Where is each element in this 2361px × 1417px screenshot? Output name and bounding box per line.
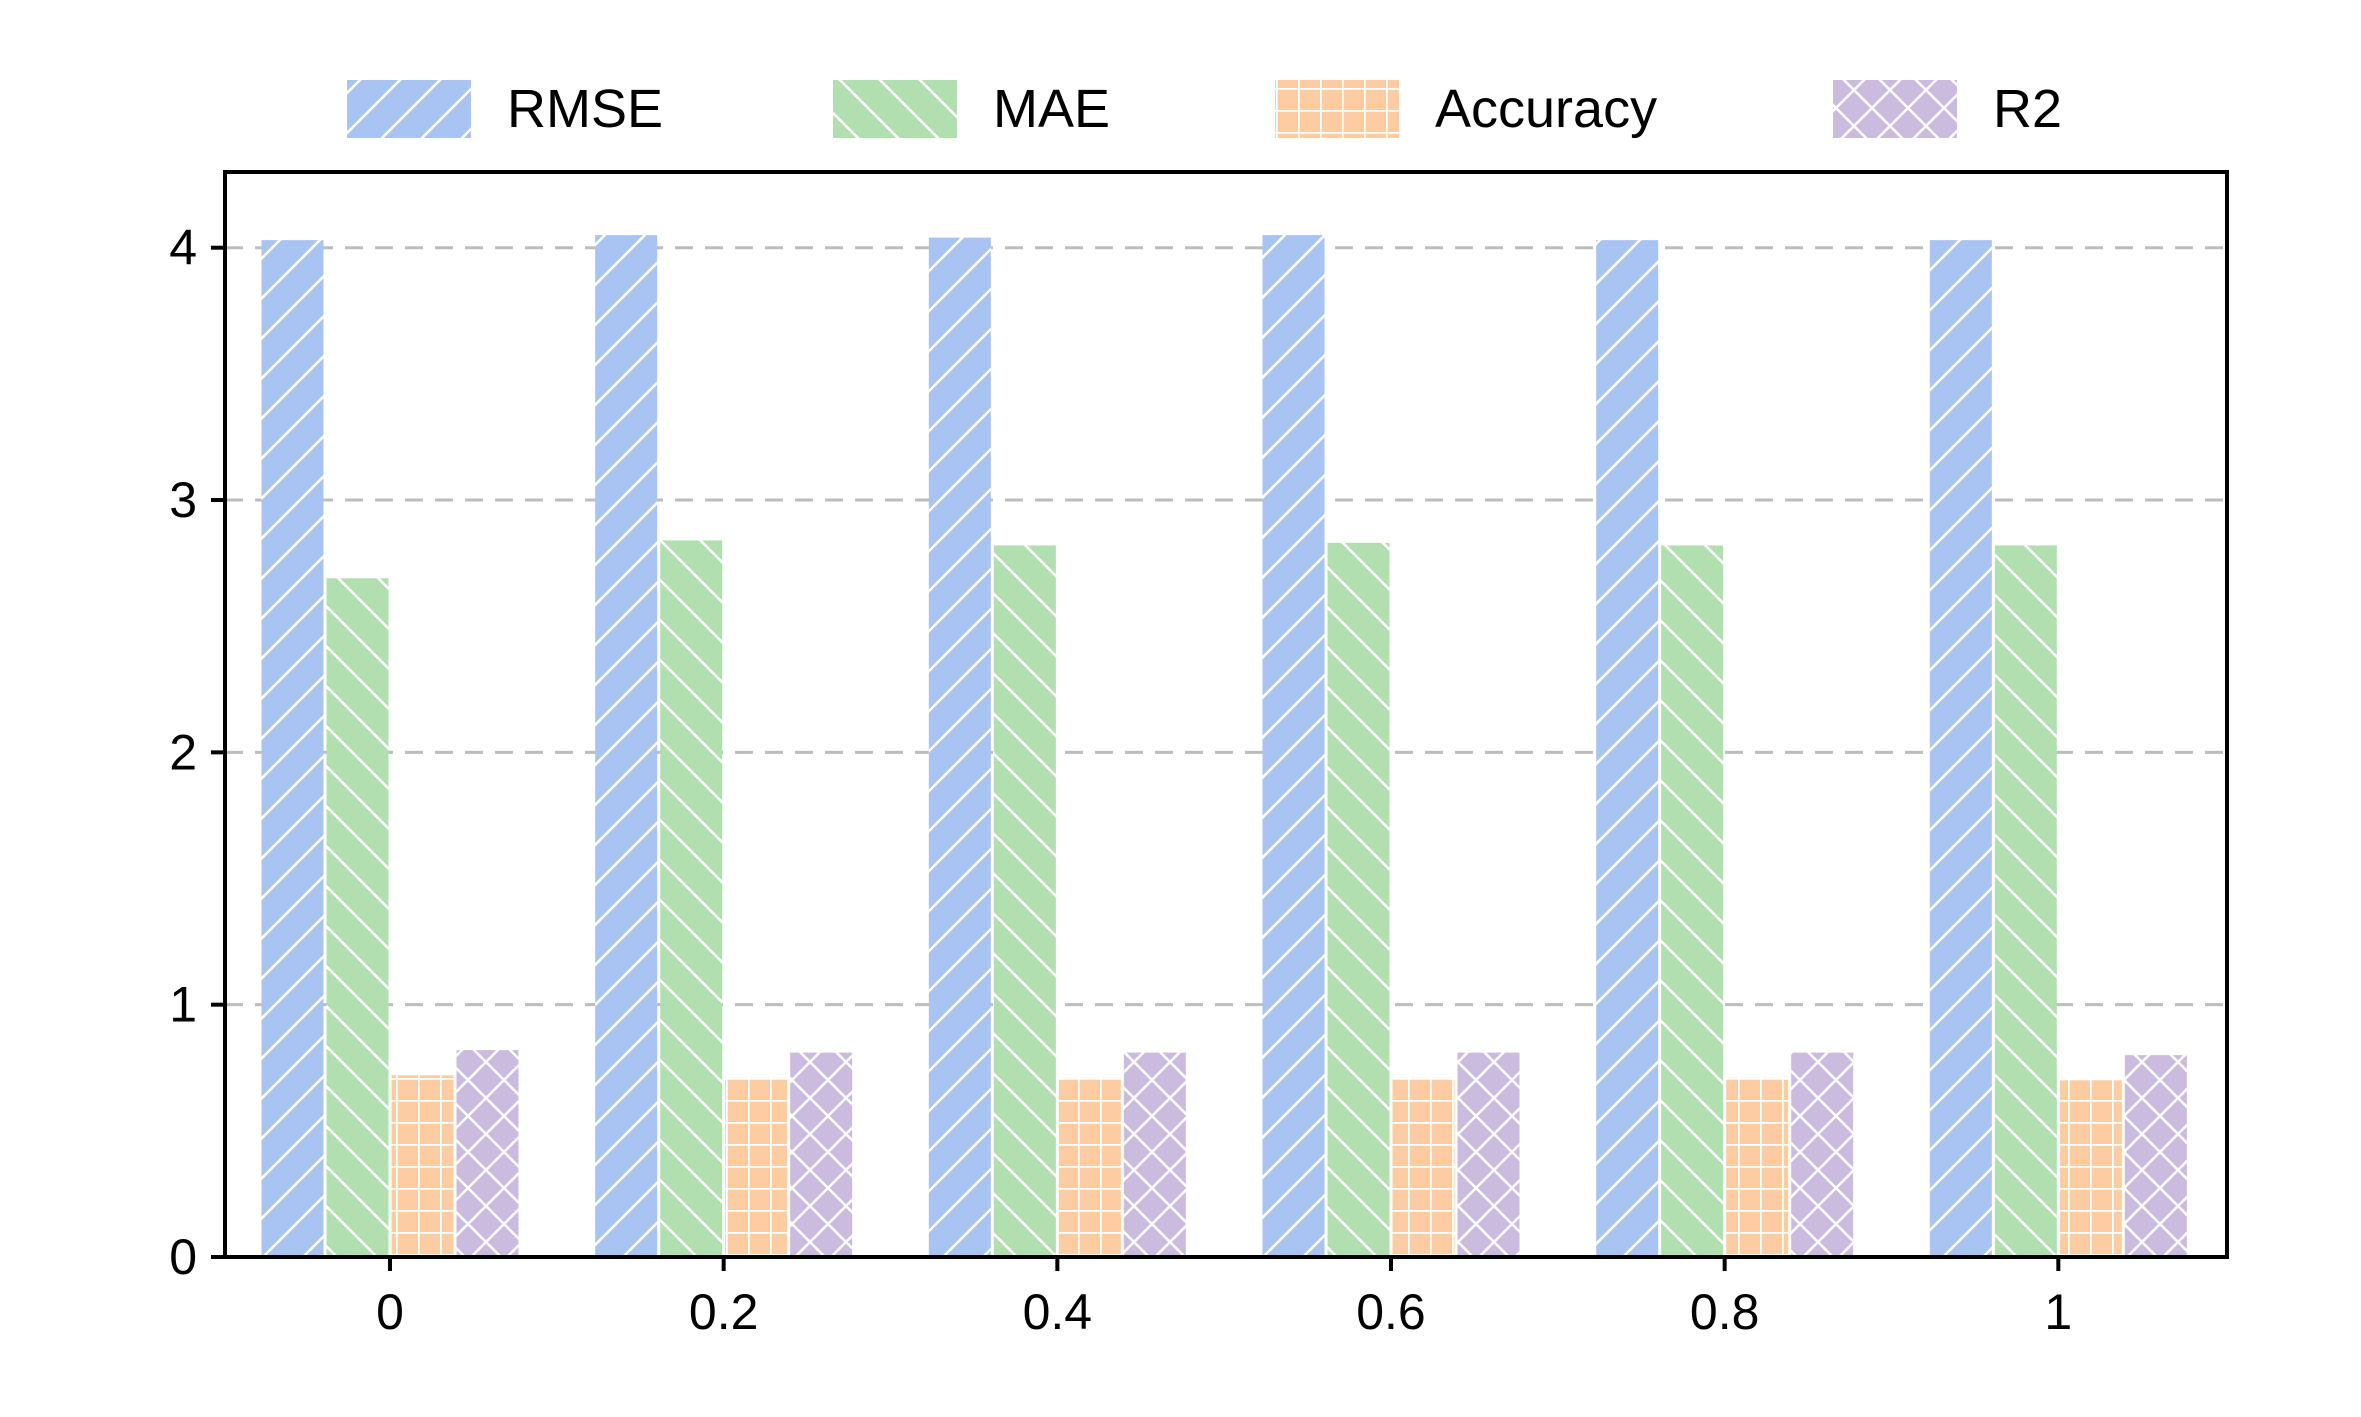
bar-accuracy-3 bbox=[1392, 1077, 1455, 1257]
legend-label-mae: MAE bbox=[993, 79, 1110, 139]
legend-swatch-rmse bbox=[347, 80, 471, 138]
bar-accuracy-1 bbox=[725, 1077, 788, 1257]
legend-swatch-r2 bbox=[1833, 80, 1957, 138]
x-tick-label-3: 0.6 bbox=[1356, 1284, 1426, 1340]
bar-r2-1 bbox=[790, 1052, 853, 1257]
bar-rmse-5 bbox=[1929, 240, 1992, 1257]
bar-accuracy-2 bbox=[1058, 1077, 1121, 1257]
axes bbox=[223, 170, 2229, 1259]
grid-lines bbox=[225, 246, 2227, 1007]
legend-swatch-mae bbox=[833, 80, 957, 138]
bar-mae-1 bbox=[660, 540, 723, 1257]
x-axis-ticks: 0 0.2 0.4 0.6 0.8 1 bbox=[376, 1257, 2072, 1340]
legend-swatch-accuracy bbox=[1275, 80, 1399, 138]
bar-rmse-1 bbox=[595, 235, 658, 1257]
legend-item-rmse: RMSE bbox=[347, 79, 663, 139]
bar-accuracy-5 bbox=[2059, 1080, 2122, 1257]
x-tick-label-0: 0 bbox=[376, 1284, 404, 1340]
x-tick-label-2: 0.4 bbox=[1023, 1284, 1093, 1340]
bar-accuracy-0 bbox=[391, 1075, 454, 1257]
bar-r2-5 bbox=[2124, 1055, 2187, 1257]
y-tick-label-1: 1 bbox=[169, 977, 197, 1033]
y-tick-label-3: 3 bbox=[169, 472, 197, 528]
bar-r2-3 bbox=[1457, 1052, 1520, 1257]
bar-mae-4 bbox=[1661, 545, 1724, 1257]
legend-item-mae: MAE bbox=[833, 79, 1110, 139]
bar-mae-2 bbox=[993, 545, 1056, 1257]
x-tick-label-4: 0.8 bbox=[1690, 1284, 1760, 1340]
bar-r2-4 bbox=[1791, 1052, 1854, 1257]
legend: RMSE MAE Accuracy R2 bbox=[347, 79, 2062, 139]
bar-r2-2 bbox=[1123, 1052, 1186, 1257]
bars bbox=[261, 235, 2187, 1258]
plot-frame bbox=[223, 170, 2229, 1259]
legend-item-r2: R2 bbox=[1833, 79, 2062, 139]
bar-r2-0 bbox=[456, 1050, 519, 1257]
bar-accuracy-4 bbox=[1726, 1077, 1789, 1257]
bar-rmse-3 bbox=[1262, 235, 1325, 1257]
legend-label-accuracy: Accuracy bbox=[1435, 79, 1657, 139]
legend-label-r2: R2 bbox=[1993, 79, 2062, 139]
y-tick-label-2: 2 bbox=[169, 724, 197, 780]
bar-rmse-0 bbox=[261, 240, 324, 1257]
bar-rmse-2 bbox=[928, 237, 991, 1258]
bar-mae-0 bbox=[326, 578, 389, 1257]
bar-rmse-4 bbox=[1596, 240, 1659, 1257]
legend-item-accuracy: Accuracy bbox=[1275, 79, 1657, 139]
y-tick-label-4: 4 bbox=[169, 220, 197, 276]
x-tick-label-1: 0.2 bbox=[689, 1284, 759, 1340]
y-axis-ticks: 0 1 2 3 4 bbox=[169, 220, 225, 1285]
x-tick-label-5: 1 bbox=[2044, 1284, 2072, 1340]
y-tick-label-0: 0 bbox=[169, 1229, 197, 1285]
bar-mae-5 bbox=[1994, 545, 2057, 1257]
legend-label-rmse: RMSE bbox=[507, 79, 663, 139]
bar-mae-3 bbox=[1327, 542, 1390, 1257]
